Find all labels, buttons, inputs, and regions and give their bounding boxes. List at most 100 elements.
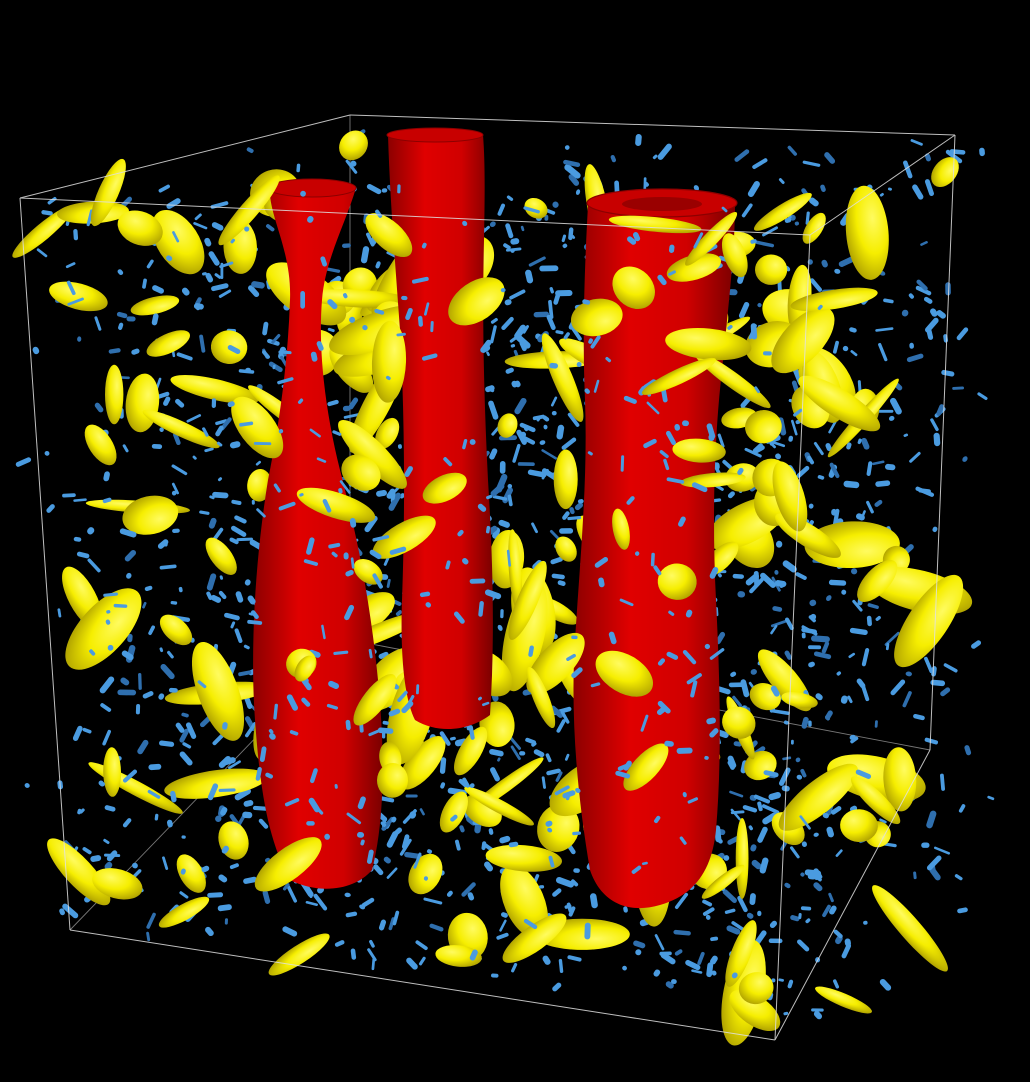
- filament: [277, 377, 294, 385]
- filament: [828, 420, 837, 434]
- filament: [350, 160, 357, 167]
- filament: [678, 516, 686, 527]
- secondary-blob: [92, 868, 143, 900]
- filament: [610, 155, 617, 163]
- secondary-blob: [65, 588, 142, 670]
- filament: [120, 677, 130, 686]
- filament: [227, 401, 235, 407]
- filament: [556, 424, 565, 440]
- filament: [338, 488, 343, 494]
- filament: [171, 464, 188, 476]
- filament: [548, 299, 554, 319]
- filament: [514, 397, 527, 415]
- filament: [104, 861, 113, 870]
- filament: [550, 556, 563, 565]
- filament: [72, 725, 83, 741]
- filament: [199, 334, 206, 353]
- filament: [753, 794, 771, 804]
- secondary-blob: [268, 933, 330, 976]
- filament: [211, 283, 229, 292]
- filament: [158, 693, 165, 700]
- filament: [885, 463, 896, 471]
- filament: [709, 728, 719, 738]
- filament: [489, 221, 496, 228]
- filament: [674, 892, 689, 910]
- filament: [450, 736, 456, 741]
- filament: [478, 601, 484, 617]
- filament: [57, 608, 62, 618]
- filament: [519, 422, 536, 433]
- filament: [104, 805, 116, 812]
- filament: [643, 177, 647, 192]
- filament: [235, 591, 244, 603]
- secondary-blob: [555, 536, 577, 562]
- filament: [552, 888, 562, 897]
- filament: [795, 757, 801, 763]
- filament: [878, 342, 888, 362]
- filament: [498, 519, 510, 528]
- filament: [113, 603, 128, 608]
- filament: [175, 398, 185, 408]
- filament: [731, 972, 738, 979]
- filament: [73, 229, 79, 241]
- secondary-blob: [771, 307, 835, 374]
- filament: [551, 410, 557, 416]
- filament: [784, 617, 794, 631]
- filament: [744, 447, 762, 458]
- filament: [415, 940, 428, 951]
- filament: [248, 285, 260, 298]
- filament: [619, 598, 634, 607]
- filament: [255, 766, 262, 781]
- filament: [425, 602, 432, 608]
- filament: [847, 695, 853, 704]
- filament: [227, 344, 241, 355]
- filament: [824, 152, 836, 164]
- filament: [381, 816, 394, 831]
- filament: [243, 876, 258, 884]
- filament: [488, 400, 499, 420]
- filament: [99, 676, 115, 694]
- filament: [542, 955, 551, 965]
- filament: [702, 907, 715, 916]
- filament: [541, 776, 546, 789]
- filament: [915, 285, 932, 296]
- secondary-blob: [778, 763, 859, 831]
- filament: [664, 740, 674, 747]
- secondary-blob: [454, 726, 488, 776]
- secondary-blob: [117, 210, 163, 246]
- filament: [310, 351, 318, 362]
- filament: [945, 282, 951, 296]
- filament: [386, 488, 396, 499]
- filament: [544, 214, 549, 221]
- filament: [665, 430, 676, 446]
- secondary-blob: [159, 614, 193, 646]
- filament: [772, 709, 790, 715]
- filament: [909, 451, 921, 463]
- filament: [727, 324, 733, 330]
- filament: [923, 296, 933, 304]
- filament: [255, 460, 261, 466]
- filament: [875, 615, 881, 621]
- filament: [557, 580, 566, 586]
- filament: [284, 798, 300, 807]
- secondary-blob: [857, 560, 898, 602]
- filament: [685, 959, 701, 971]
- filament: [172, 528, 180, 534]
- filament: [499, 835, 511, 844]
- filament: [717, 433, 725, 448]
- filament: [531, 522, 538, 534]
- filament: [496, 932, 509, 940]
- filament: [345, 719, 351, 731]
- filament: [485, 385, 495, 393]
- filament: [516, 429, 527, 445]
- filament: [381, 188, 388, 193]
- filament: [342, 405, 351, 412]
- filament: [571, 327, 582, 341]
- filament: [256, 508, 266, 518]
- filament: [668, 270, 676, 276]
- filament: [552, 201, 559, 208]
- filament: [142, 601, 147, 609]
- filament: [888, 415, 895, 421]
- filament: [480, 339, 492, 353]
- filament: [866, 500, 874, 514]
